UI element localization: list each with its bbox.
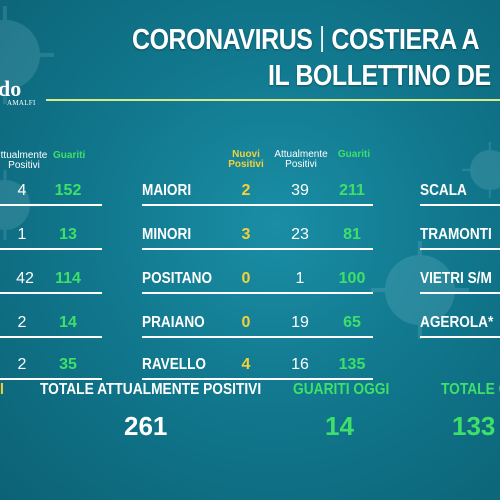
attualmente-positivi-value: 39 [291,182,309,199]
attualmente-positivi-value: 19 [291,314,309,331]
town-row-ravello: RAVELLO 4 16 135 [142,352,373,380]
row-divider [420,204,500,206]
town-name: PRAIANO [142,314,205,331]
town-name: RAVELLO [142,356,206,373]
nuovi-positivi-value: 3 [241,226,251,243]
left-guariti: 14 [59,314,77,331]
town-name: POSITANO [142,270,213,287]
town-row-praiano: PRAIANO 0 19 65 [142,310,373,338]
guariti-value: 211 [339,182,365,199]
town-row-tramonti: TRAMONTI [420,222,500,250]
left-positivi: 2 [17,356,27,373]
left-positivi: 2 [17,314,27,331]
totale-guariti-label: TOTALE G [441,381,500,398]
nuovi-positivi-value: 2 [241,182,251,199]
title-line-1: CORONAVIRUS COSTIERA A [132,24,480,57]
town-row-vietri: VIETRI S/M [420,266,500,294]
left-row: 1 13 [0,222,102,250]
town-row-agerola: AGEROLA* [420,310,500,338]
totale-positivi-value: 261 [124,411,168,441]
left-guariti: 152 [54,182,82,199]
virus-decoration-icon [470,150,500,190]
town-row-minori: MINORI 3 23 81 [142,222,373,250]
row-divider [0,336,102,338]
row-divider [142,336,373,338]
attualmente-positivi-value: 16 [291,356,309,373]
attualmente-positivi-value: 1 [295,270,305,287]
title-costiera: COSTIERA A [331,24,480,56]
header-left-positivi: ttualmente Positivi [0,150,48,171]
left-row: 4 152 [0,178,102,206]
left-row: 42 114 [0,266,102,294]
header-guariti: Guariti [337,149,371,160]
guariti-value: 81 [343,226,361,243]
guariti-value: 100 [338,270,366,287]
left-guariti: 35 [59,356,77,373]
town-name: MAIORI [142,182,192,199]
row-divider [420,336,500,338]
attualmente-positivi-value: 23 [291,226,309,243]
nuovi-positivi-value: 0 [241,314,251,331]
logo-subtext: AMALFI [7,99,36,107]
totale-positivi-label: TOTALE ATTUALMENTE POSITIVI [40,381,262,398]
town-row-positano: POSITANO 0 1 100 [142,266,373,294]
town-name: VIETRI S/M [420,270,492,287]
title-coronavirus: CORONAVIRUS [132,24,313,56]
guariti-value: 65 [343,314,361,331]
totale-guariti-value: 133 [452,411,496,441]
title-underline [46,99,500,101]
logo-text: do [0,76,22,101]
row-divider [142,292,373,294]
row-divider [420,248,500,250]
header-left-guariti: Guariti [53,150,86,161]
header-attualmente-positivi: Attualmente Positivi [274,149,328,170]
title-separator [321,26,323,52]
totals-left-fragment: I [0,381,4,398]
left-positivi: 42 [16,270,34,287]
left-guariti: 13 [59,226,77,243]
guariti-oggi-value: 14 [325,411,354,441]
row-divider [142,378,373,380]
town-name: SCALA [420,182,467,199]
left-positivi: 1 [17,226,27,243]
left-positivi: 4 [17,182,27,199]
row-divider [0,292,102,294]
left-row: 2 35 [0,352,102,380]
town-name: MINORI [142,226,192,243]
row-divider [142,204,373,206]
guariti-oggi-label: GUARITI OGGI [293,381,390,398]
title-line-2: IL BOLLETTINO DE [268,60,491,92]
town-row-scala: SCALA [420,178,500,206]
row-divider [0,248,102,250]
row-divider [420,292,500,294]
town-name: AGEROLA* [420,314,494,331]
header-nuovi-positivi: Nuovi Positivi [228,149,264,170]
guariti-value: 135 [338,356,366,373]
town-name: TRAMONTI [420,226,492,243]
left-guariti: 114 [55,270,81,287]
nuovi-positivi-value: 4 [241,356,251,373]
nuovi-positivi-value: 0 [241,270,251,287]
virus-decoration-icon [385,255,455,325]
row-divider [0,204,102,206]
row-divider [0,378,102,380]
left-row: 2 14 [0,310,102,338]
town-row-maiori: MAIORI 2 39 211 [142,178,373,206]
row-divider [142,248,373,250]
